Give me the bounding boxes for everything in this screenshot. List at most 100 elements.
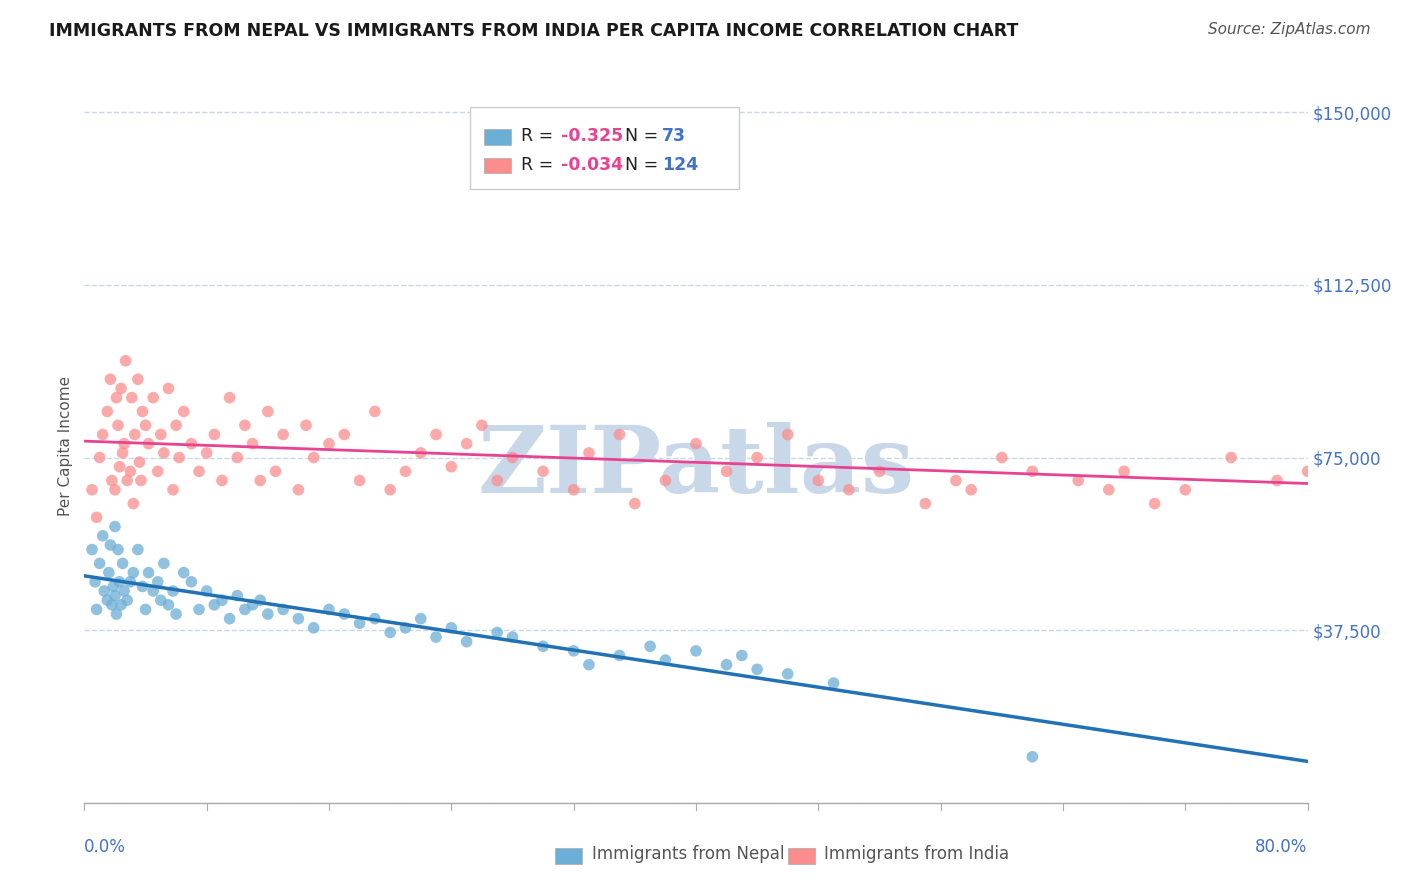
Point <box>107 542 129 557</box>
Point <box>685 644 707 658</box>
Point <box>135 418 157 433</box>
Point <box>167 450 190 465</box>
Point <box>409 612 432 626</box>
Point <box>233 602 256 616</box>
Point <box>242 598 264 612</box>
Point <box>110 598 132 612</box>
Point <box>716 657 738 672</box>
Point <box>1098 483 1121 497</box>
Point <box>153 557 176 571</box>
Text: -0.325: -0.325 <box>561 128 624 145</box>
Point <box>1296 464 1319 478</box>
Point <box>747 662 769 676</box>
Point <box>112 584 135 599</box>
Point <box>91 529 114 543</box>
Point <box>1220 450 1243 465</box>
Point <box>127 372 149 386</box>
Text: 124: 124 <box>662 156 697 174</box>
Point <box>486 625 509 640</box>
Point <box>295 418 318 433</box>
Point <box>105 607 128 621</box>
Y-axis label: Per Capita Income: Per Capita Income <box>58 376 73 516</box>
Point <box>1143 497 1166 511</box>
Point <box>823 676 845 690</box>
Point <box>380 625 402 640</box>
Point <box>685 436 707 450</box>
Point <box>84 574 107 589</box>
Point <box>98 372 121 386</box>
Point <box>1021 749 1043 764</box>
Point <box>195 584 218 599</box>
Text: ZIPatlas: ZIPatlas <box>478 423 914 512</box>
Point <box>202 427 225 442</box>
Text: 0.0%: 0.0% <box>84 838 127 856</box>
Point <box>218 391 240 405</box>
Point <box>108 574 131 589</box>
Point <box>531 464 554 478</box>
Point <box>111 446 134 460</box>
Point <box>93 584 115 599</box>
Text: 80.0%: 80.0% <box>1256 838 1308 856</box>
FancyBboxPatch shape <box>787 848 814 864</box>
Point <box>173 566 195 580</box>
Point <box>115 593 138 607</box>
Point <box>654 474 676 488</box>
Point <box>104 483 127 497</box>
Point <box>121 391 143 405</box>
Point <box>364 612 387 626</box>
Point <box>914 497 936 511</box>
Point <box>1067 474 1090 488</box>
Point <box>349 474 371 488</box>
Point <box>638 640 661 654</box>
Point <box>80 483 103 497</box>
Point <box>165 607 187 621</box>
Point <box>257 607 280 621</box>
Point <box>122 566 145 580</box>
Point <box>110 381 132 395</box>
Point <box>101 598 124 612</box>
Point <box>1174 483 1197 497</box>
Point <box>86 510 108 524</box>
Text: 73: 73 <box>662 128 686 145</box>
Point <box>731 648 754 663</box>
Point <box>146 574 169 589</box>
Point <box>211 474 233 488</box>
Point <box>1114 464 1136 478</box>
Point <box>471 418 494 433</box>
Point <box>747 450 769 465</box>
Point <box>609 648 631 663</box>
Point <box>127 542 149 557</box>
Point <box>991 450 1014 465</box>
Point <box>112 436 135 450</box>
Point <box>111 557 134 571</box>
Text: -0.034: -0.034 <box>561 156 623 174</box>
Point <box>101 474 124 488</box>
Text: R =: R = <box>522 128 558 145</box>
Point <box>1265 474 1288 488</box>
FancyBboxPatch shape <box>470 107 738 189</box>
Point <box>271 602 294 616</box>
Point <box>456 634 478 648</box>
Point <box>394 621 416 635</box>
Point <box>609 427 631 442</box>
Point <box>409 446 432 460</box>
Point <box>486 474 509 488</box>
Point <box>162 584 184 599</box>
Point <box>242 436 264 450</box>
Point <box>149 593 172 607</box>
Point <box>91 427 114 442</box>
Point <box>157 381 180 395</box>
Point <box>380 483 402 497</box>
Point <box>945 474 967 488</box>
Point <box>128 455 150 469</box>
Point <box>302 450 325 465</box>
Point <box>318 436 340 450</box>
Point <box>195 446 218 460</box>
FancyBboxPatch shape <box>555 848 582 864</box>
Point <box>425 427 447 442</box>
Point <box>218 612 240 626</box>
Point <box>108 459 131 474</box>
Point <box>120 464 142 478</box>
Point <box>271 427 294 442</box>
Point <box>226 450 249 465</box>
